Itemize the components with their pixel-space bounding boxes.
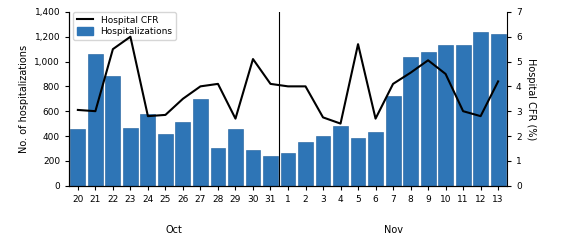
Bar xyxy=(438,45,453,186)
Bar xyxy=(245,150,260,186)
Bar xyxy=(473,32,488,186)
Bar xyxy=(351,139,366,186)
Bar xyxy=(491,34,506,186)
Bar xyxy=(298,142,313,186)
Bar xyxy=(88,54,103,186)
Bar xyxy=(368,132,383,186)
Text: Nov: Nov xyxy=(384,224,403,234)
Text: Oct: Oct xyxy=(166,224,183,234)
Bar xyxy=(123,128,138,186)
Y-axis label: No. of hospitalizations: No. of hospitalizations xyxy=(19,45,29,153)
Legend: Hospital CFR, Hospitalizations: Hospital CFR, Hospitalizations xyxy=(74,12,176,40)
Bar xyxy=(210,149,225,186)
Bar xyxy=(420,52,435,186)
Bar xyxy=(263,156,278,186)
Bar xyxy=(105,76,120,186)
Bar xyxy=(70,129,85,186)
Bar xyxy=(176,122,191,186)
Bar xyxy=(228,129,243,186)
Bar xyxy=(158,134,173,186)
Y-axis label: Hospital CFR (%): Hospital CFR (%) xyxy=(525,58,536,140)
Bar xyxy=(333,126,348,186)
Bar xyxy=(385,96,400,186)
Bar xyxy=(316,136,331,186)
Bar xyxy=(456,45,471,186)
Bar xyxy=(141,114,156,186)
Bar xyxy=(403,57,418,186)
Bar xyxy=(193,99,208,186)
Bar xyxy=(281,153,295,186)
